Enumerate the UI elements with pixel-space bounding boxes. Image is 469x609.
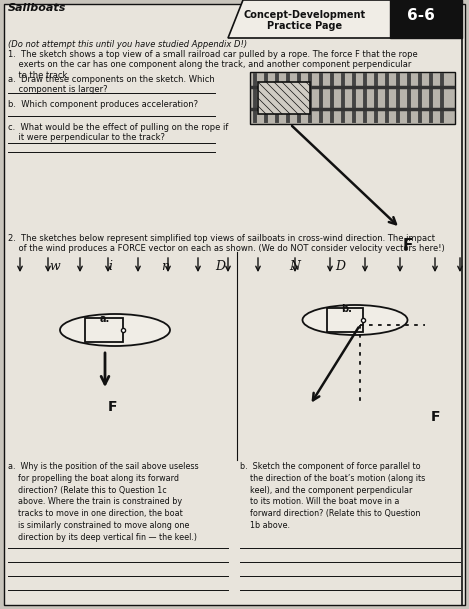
Text: 6-6: 6-6 bbox=[407, 8, 435, 23]
Text: Concept-Development: Concept-Development bbox=[244, 10, 366, 20]
Ellipse shape bbox=[60, 314, 170, 346]
Text: b.: b. bbox=[341, 304, 352, 314]
FancyBboxPatch shape bbox=[4, 4, 465, 605]
Text: b.  Sketch the component of force parallel to
    the direction of the boat’s mo: b. Sketch the component of force paralle… bbox=[240, 462, 425, 530]
Polygon shape bbox=[390, 0, 462, 38]
FancyBboxPatch shape bbox=[258, 82, 310, 114]
Text: a.  Draw these components on the sketch. Which
    component is larger?: a. Draw these components on the sketch. … bbox=[8, 75, 215, 94]
Text: a.: a. bbox=[100, 314, 110, 324]
Ellipse shape bbox=[303, 305, 408, 335]
Text: D: D bbox=[335, 260, 345, 273]
Text: c.  What would be the effect of pulling on the rope if
    it were perpendicular: c. What would be the effect of pulling o… bbox=[8, 123, 228, 143]
Text: Practice Page: Practice Page bbox=[267, 21, 342, 31]
Text: D: D bbox=[215, 260, 225, 273]
Text: 1.  The sketch shows a top view of a small railroad car pulled by a rope. The fo: 1. The sketch shows a top view of a smal… bbox=[8, 50, 418, 80]
Text: F: F bbox=[403, 238, 413, 253]
Text: Sailboats: Sailboats bbox=[8, 3, 67, 13]
Text: a.  Why is the position of the sail above useless
    for propelling the boat al: a. Why is the position of the sail above… bbox=[8, 462, 199, 542]
FancyBboxPatch shape bbox=[327, 308, 363, 332]
Text: b.  Which component produces acceleration?: b. Which component produces acceleration… bbox=[8, 100, 198, 109]
FancyBboxPatch shape bbox=[250, 72, 455, 124]
FancyBboxPatch shape bbox=[85, 318, 123, 342]
Text: 2.  The sketches below represent simplified top views of sailboats in cross-wind: 2. The sketches below represent simplifi… bbox=[8, 234, 445, 253]
Text: w: w bbox=[50, 260, 61, 273]
Text: n: n bbox=[161, 260, 169, 273]
Text: F: F bbox=[108, 400, 118, 414]
Text: i: i bbox=[108, 260, 112, 273]
Polygon shape bbox=[228, 0, 458, 38]
Text: F: F bbox=[430, 410, 440, 424]
Text: (Do not attempt this until you have studied Appendix D!): (Do not attempt this until you have stud… bbox=[8, 40, 247, 49]
Text: N: N bbox=[289, 260, 301, 273]
